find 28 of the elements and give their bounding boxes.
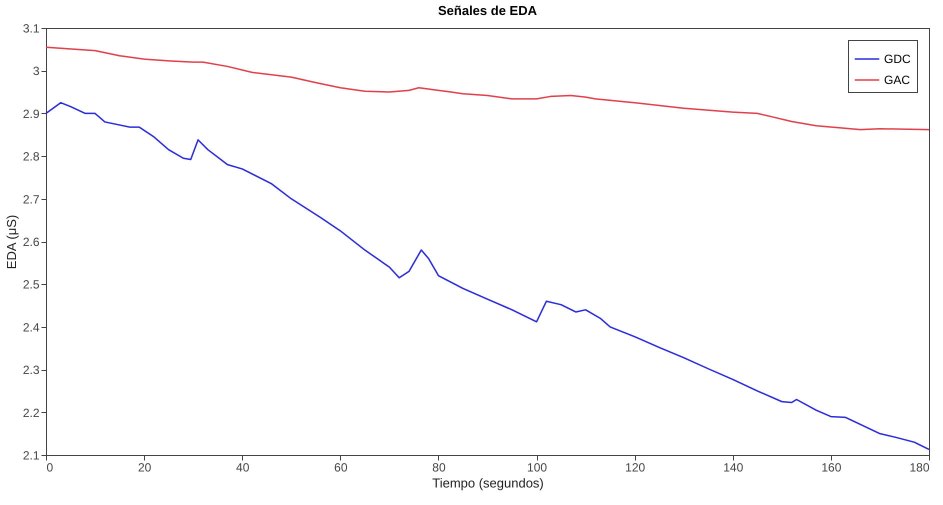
y-tick-label: 2.1 <box>22 448 40 462</box>
y-tick-label: 2.4 <box>22 320 40 334</box>
x-tick-label: 100 <box>527 460 548 474</box>
y-tick-label: 2.5 <box>22 278 40 292</box>
x-tick-label: 180 <box>909 460 930 474</box>
y-axis-title: EDA (μS) <box>4 214 19 270</box>
y-tick-label: 3.1 <box>22 22 40 36</box>
x-tick-label: 20 <box>138 460 152 474</box>
x-tick-label: 40 <box>236 460 250 474</box>
chart-title: Señales de EDA <box>438 3 538 18</box>
y-tick-label: 2.7 <box>22 192 40 206</box>
y-tick-label: 2.9 <box>22 106 40 121</box>
line-series <box>45 102 930 450</box>
x-axis-title: Tiempo (segundos) <box>432 476 544 490</box>
y-tick-label: 2.8 <box>22 150 40 164</box>
legend-label: GAC <box>884 73 910 87</box>
y-tick-label: 3 <box>32 64 40 78</box>
x-tick-label: 120 <box>625 460 646 474</box>
x-tick-label: 160 <box>821 460 842 474</box>
y-tick-label: 2.6 <box>22 235 40 249</box>
x-tick-label: 60 <box>334 460 348 474</box>
x-tick-label: 80 <box>432 460 446 474</box>
y-tick-label: 2.2 <box>22 406 40 420</box>
x-tick-label: 140 <box>723 460 744 474</box>
y-tick-label: 2.3 <box>22 363 40 378</box>
x-tick-label: 0 <box>46 460 54 474</box>
legend-label: GDC <box>884 52 911 66</box>
line-series <box>45 46 930 130</box>
